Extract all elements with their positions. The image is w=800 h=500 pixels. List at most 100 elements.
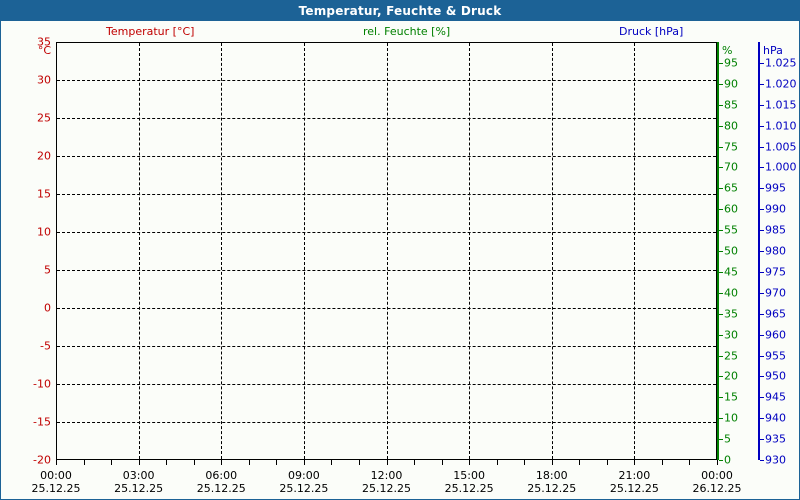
humidity-axis-tick-label: 10 — [724, 411, 738, 425]
humidity-axis-tick — [719, 418, 723, 420]
time-axis-label-date: 25.12.25 — [31, 482, 81, 495]
time-axis-tick — [303, 460, 305, 465]
temperature-axis-tick-label: 0 — [44, 301, 51, 315]
humidity-axis-tick-label: 40 — [724, 286, 738, 300]
pressure-axis-tick — [760, 125, 764, 127]
humidity-axis-tick-label: 50 — [724, 244, 738, 258]
pressure-axis-tick-label: 1.015 — [765, 98, 797, 112]
time-axis-tick — [689, 460, 691, 465]
time-axis-tick — [248, 460, 250, 465]
temperature-axis-tick-label: 25 — [37, 111, 51, 125]
humidity-axis-tick — [719, 313, 723, 315]
pressure-axis-tick — [760, 230, 764, 232]
legend-label-temperature: Temperatur [°C] — [106, 25, 195, 38]
time-axis-tick-label: 15:00 25.12.25 — [445, 469, 494, 495]
pressure-axis-tick-label: 990 — [765, 202, 786, 216]
humidity-axis-tick-label: 90 — [724, 77, 738, 91]
vertical-gridline — [634, 43, 636, 459]
time-axis-label-time: 09:00 — [288, 469, 320, 482]
temperature-axis-tick-label: -10 — [33, 377, 51, 391]
axis-unit-humidity: % — [722, 44, 733, 57]
humidity-axis-tick — [719, 292, 723, 294]
humidity-axis-line — [717, 42, 719, 460]
pressure-axis-tick — [760, 376, 764, 378]
vertical-gridline — [469, 43, 471, 459]
pressure-axis-tick — [760, 62, 764, 64]
humidity-axis-tick — [719, 188, 723, 190]
window-title-bar: Temperatur, Feuchte & Druck — [1, 1, 799, 21]
time-axis-tick-label: 21:00 25.12.25 — [610, 469, 659, 495]
time-axis-tick-label: 12:00 25.12.25 — [362, 469, 411, 495]
legend-label-pressure: Druck [hPa] — [619, 25, 684, 38]
humidity-axis-tick — [719, 83, 723, 85]
time-axis-label-time: 12:00 — [370, 469, 403, 482]
pressure-axis-tick-label: 1.000 — [765, 160, 797, 174]
humidity-axis-tick — [719, 355, 723, 357]
pressure-axis-tick — [760, 167, 764, 169]
time-axis-tick-label: 03:00 25.12.25 — [114, 469, 163, 495]
time-axis-tick — [221, 460, 223, 465]
vertical-gridline — [138, 43, 140, 459]
pressure-axis-tick-label: 1.025 — [765, 56, 797, 70]
humidity-axis-tick-label: 65 — [724, 181, 738, 195]
humidity-axis-tick-label: 80 — [724, 119, 738, 133]
time-axis-tick — [193, 460, 195, 465]
temperature-axis-tick-label: 15 — [37, 187, 51, 201]
pressure-axis-tick-label: 1.010 — [765, 119, 797, 133]
pressure-axis-tick — [760, 334, 764, 336]
temperature-axis-tick-label: -5 — [40, 339, 51, 353]
humidity-axis-tick — [719, 125, 723, 127]
axis-unit-pressure: hPa — [763, 44, 783, 57]
humidity-axis-tick — [719, 62, 723, 64]
time-axis-label-date: 25.12.25 — [609, 482, 659, 495]
humidity-axis-tick — [719, 460, 723, 461]
time-axis-tick — [551, 460, 553, 465]
pressure-axis-tick — [760, 271, 764, 273]
humidity-axis-tick — [719, 146, 723, 148]
humidity-axis-tick-label: 15 — [724, 390, 738, 404]
vertical-gridline — [386, 43, 388, 459]
pressure-axis-tick — [760, 460, 764, 461]
pressure-axis-tick — [760, 188, 764, 190]
vertical-gridline — [221, 43, 223, 459]
time-axis-tick — [358, 460, 360, 465]
temperature-axis-tick-label: 30 — [37, 73, 51, 87]
time-axis-label-date: 25.12.25 — [362, 482, 411, 495]
pressure-axis-tick-label: 1.005 — [765, 140, 797, 153]
pressure-axis-tick-label: 940 — [765, 411, 786, 425]
humidity-axis-tick-label: 5 — [724, 432, 731, 446]
pressure-axis-tick-label: 930 — [765, 453, 786, 467]
pressure-axis-tick — [760, 418, 764, 420]
time-axis-tick — [524, 460, 526, 465]
pressure-axis-tick-label: 960 — [765, 328, 786, 342]
pressure-axis-tick-label: 945 — [765, 390, 786, 404]
pressure-axis-tick — [760, 355, 764, 357]
humidity-axis-tick — [719, 251, 723, 252]
temperature-axis-tick-label: 35 — [37, 35, 51, 49]
humidity-axis-tick-label: 35 — [724, 307, 738, 321]
humidity-axis-tick-label: 70 — [724, 160, 738, 174]
pressure-axis-line — [758, 42, 760, 460]
temperature-axis-tick-label: 20 — [37, 149, 51, 163]
time-axis-tick-label: 06:00 25.12.25 — [197, 469, 246, 495]
pressure-axis-tick-label: 985 — [765, 223, 786, 237]
time-axis-tick — [634, 460, 636, 465]
time-axis-tick — [166, 460, 168, 465]
legend-item-pressure: Druck [hPa] — [619, 25, 683, 38]
time-axis-label-date: 25.12.25 — [196, 482, 246, 495]
legend-item-humidity: rel. Feuchte [%] — [363, 25, 450, 38]
humidity-axis-tick — [719, 167, 723, 169]
time-axis-label-time: 15:00 — [453, 469, 485, 482]
humidity-axis-tick-label: 95 — [724, 56, 738, 70]
time-axis-tick — [606, 460, 608, 465]
time-axis-label-time: 00:00 — [701, 469, 733, 482]
time-axis-tick — [469, 460, 471, 465]
pressure-axis-tick — [760, 83, 764, 85]
legend-item-temperature: Temperatur [°C] — [106, 25, 194, 38]
time-axis-tick — [111, 460, 113, 465]
pressure-axis-tick-label: 995 — [765, 181, 786, 195]
pressure-axis-tick-label: 935 — [765, 432, 786, 446]
page-title: Temperatur, Feuchte & Druck — [298, 4, 502, 18]
pressure-axis-tick-label: 970 — [765, 286, 786, 300]
time-axis-tick-label: 00:00 26.12.25 — [693, 469, 742, 495]
